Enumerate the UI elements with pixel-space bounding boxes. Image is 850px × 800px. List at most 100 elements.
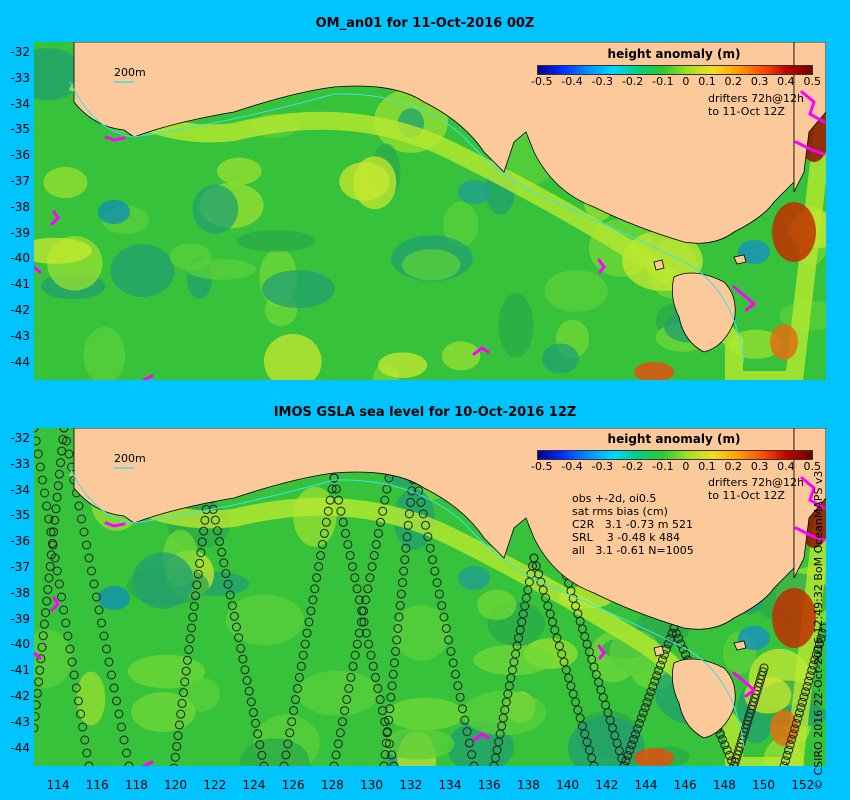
colorbar-tick: -0.2 [621,75,644,88]
altimeter-obs [545,609,555,619]
altimeter-obs [312,573,322,583]
altimeter-obs [357,606,367,616]
anomaly-blob [296,670,379,716]
altimeter-obs [334,495,344,505]
altimeter-obs [788,729,798,739]
lat-tick-label: -34 [10,96,30,111]
altimeter-obs [416,497,426,507]
lat-tick-label: -32 [10,431,30,445]
altimeter-obs [46,550,56,560]
colorbar-tick: -0.4 [561,460,583,473]
altimeter-obs [667,628,677,638]
altimeter-obs [427,555,437,565]
drifter-track [800,90,826,124]
colorbar-tick: 0 [682,460,690,473]
altimeter-obs [720,740,730,750]
altimeter-obs [359,606,369,616]
altimeter-obs [557,649,567,659]
lon-tick-label: 130 [360,778,384,792]
altimeter-obs [717,734,727,744]
altimeter-obs [354,628,364,638]
cold-eddy [98,200,130,224]
altimeter-obs [345,551,355,561]
altimeter-obs [389,761,399,766]
lat-tick-label: -40 [10,251,30,266]
altimeter-obs [34,688,42,698]
drifter-tracks [34,90,826,380]
altimeter-obs [173,731,183,741]
drifter-track [800,476,826,510]
altimeter-obs [636,713,646,723]
bottom-map-panel[interactable] [34,428,826,766]
altimeter-obs [59,605,69,615]
lat-tick-label: -38 [10,199,30,214]
warm-eddy [770,710,798,746]
altimeter-obs [329,761,339,766]
altimeter-obs [71,683,81,693]
mainland-land [73,42,795,244]
anomaly-blob [544,269,608,312]
anomaly-blob [225,594,305,646]
altimeter-obs [35,462,45,472]
colorbar-tick: -0.1 [652,460,674,473]
altimeter-obs [285,728,295,738]
top-map-panel[interactable] [34,42,826,380]
altimeter-obs [56,458,66,468]
altimeter-obs [377,706,387,716]
colorbar-gradient [537,450,813,460]
altimeter-obs [361,595,371,605]
altimeter-obs [388,669,398,679]
altimeter-obs [59,428,69,433]
altimeter-obs [400,555,410,565]
altimeter-obs [469,761,479,766]
altimeter-obs [467,750,477,760]
altimeter-obs [45,561,55,571]
altimeter-obs [439,612,449,622]
lat-tick-label: -35 [10,122,30,137]
altimeter-obs [601,700,611,710]
anomaly-blob [34,237,92,264]
altimeter-obs [74,501,84,511]
lat-tick-label: -44 [10,740,30,755]
altimeter-obs [225,590,235,600]
altimeter-obs [38,631,48,641]
altimeter-obs [621,756,631,766]
lon-tick-label: 124 [242,778,266,792]
anomaly-blob [83,326,126,380]
anomaly-blob [43,166,88,199]
lat-tick-label: -32 [10,45,30,59]
altimeter-obs [407,486,417,496]
altimeter-obs [385,704,395,714]
anomaly-blob [110,244,175,297]
isobath-200m [69,81,745,363]
altimeter-obs [644,692,654,702]
altimeter-obs [308,595,318,605]
lat-tick-label: -40 [10,637,30,652]
shelf-band [68,460,826,766]
altimeter-obs [758,667,768,677]
altimeter-obs [819,623,826,633]
altimeter-obs [584,745,594,755]
altimeter-obs [715,729,725,739]
altimeter-obs [634,719,644,729]
altimeter-obs [801,687,811,697]
altimeter-obs [441,623,451,633]
altimeter-obs [386,692,396,702]
colorbar-tick: -0.2 [621,460,644,473]
altimeter-obs [319,528,329,538]
altimeter-obs [344,683,354,693]
altimeter-obs [550,625,560,635]
altimeter-obs [181,666,191,676]
drifter-track [794,140,826,156]
altimeter-obs [625,745,635,755]
anomaly-blob [386,697,465,731]
altimeter-obs [99,631,109,641]
lat-tick-label: -36 [10,148,30,163]
altimeter-obs [188,612,198,622]
lat-tick-label: -33 [10,70,30,85]
anomaly-blob [34,629,72,688]
altimeter-obs [37,642,47,652]
altimeter-obs [561,665,571,675]
altimeter-obs [292,683,302,693]
altimeter-obs [321,517,331,527]
